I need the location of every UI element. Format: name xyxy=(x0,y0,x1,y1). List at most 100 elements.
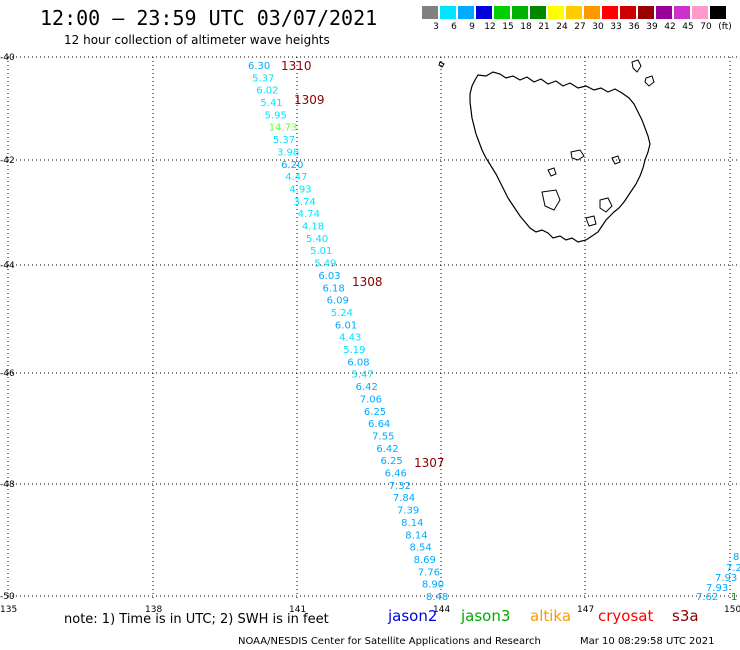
legend-swatch xyxy=(656,6,672,19)
longitude-label: 144 xyxy=(433,605,450,615)
wave-height-value: 7.84 xyxy=(393,493,415,504)
legend-label: 45 xyxy=(682,22,694,32)
island-outline xyxy=(631,59,642,73)
map-subtitle: 12 hour collection of altimeter wave hei… xyxy=(64,33,330,47)
island-outline xyxy=(599,197,613,213)
island-outline xyxy=(644,75,655,87)
satellite-jason3: jason3 xyxy=(461,607,511,625)
latitude-label: -40 xyxy=(0,53,15,63)
wave-height-value: 8.14 xyxy=(405,530,427,541)
longitude-label: 135 xyxy=(0,605,17,615)
pass-time-labels: 1310 1309 1308 1307 xyxy=(281,59,445,470)
legend-label: 6 xyxy=(451,22,457,32)
wave-height-value: 5.40 xyxy=(306,234,328,245)
island-outline xyxy=(570,149,585,161)
island-outline xyxy=(438,61,445,68)
wave-height-value: 7.2 xyxy=(726,563,740,574)
legend-label: 15 xyxy=(502,22,514,32)
latitude-label: -44 xyxy=(0,261,15,271)
legend-label: 70 xyxy=(700,22,712,32)
legend-swatch xyxy=(584,6,600,19)
wave-height-value: 6.25 xyxy=(364,407,386,418)
pass-time-label: 1309 xyxy=(294,93,325,107)
legend-label: 39 xyxy=(646,22,658,32)
wave-height-value: 8.90 xyxy=(422,580,444,591)
wave-height-value: 6.42 xyxy=(356,382,378,393)
latitude-labels: -40 -42 -44 -46 -48 -50 xyxy=(0,53,15,602)
legend-label: 30 xyxy=(592,22,604,32)
latitude-label: -50 xyxy=(0,592,15,602)
wave-height-value: 6.64 xyxy=(368,419,390,430)
island-outline xyxy=(541,189,561,211)
wave-height-value: 4.43 xyxy=(339,333,361,344)
legend-label: 36 xyxy=(628,22,640,32)
altimeter-track-right: 87.27.937.937.62 1 xyxy=(696,552,740,603)
wave-height-value: 4.47 xyxy=(285,172,307,183)
wave-height-value: 5.41 xyxy=(260,98,282,109)
legend-swatch xyxy=(422,6,438,19)
latitude-label: -46 xyxy=(0,369,15,379)
tasmania-coastline xyxy=(438,59,655,243)
legend-swatch xyxy=(440,6,456,19)
legend-swatch xyxy=(620,6,636,19)
wave-height-value: 5.95 xyxy=(265,110,287,121)
legend-swatch xyxy=(512,6,528,19)
wave-height-value: 5.24 xyxy=(331,308,353,319)
legend-label: 18 xyxy=(520,22,532,32)
wave-height-value: 14.73 xyxy=(269,123,298,134)
legend-label: 42 xyxy=(664,22,676,32)
satellite-jason2: jason2 xyxy=(388,607,438,625)
legend-swatch xyxy=(476,6,492,19)
legend-swatch xyxy=(458,6,474,19)
island-outline xyxy=(585,215,597,227)
satellite-altika: altika xyxy=(530,607,572,625)
latitude-label: -48 xyxy=(0,480,15,490)
pass-time-label: 1307 xyxy=(414,456,445,470)
wave-height-value: 4.74 xyxy=(298,209,320,220)
wave-height-value: 7.62 xyxy=(696,592,718,603)
latitude-label: -42 xyxy=(0,156,15,166)
wave-height-value: 7.76 xyxy=(418,567,440,578)
wave-height-value: 8.48 xyxy=(426,592,448,603)
longitude-label: 141 xyxy=(289,605,306,615)
wave-height-value: 4.18 xyxy=(302,222,324,233)
legend-swatch xyxy=(674,6,690,19)
legend-label: 24 xyxy=(556,22,568,32)
generation-timestamp: Mar 10 08:29:58 UTC 2021 xyxy=(580,636,715,647)
credit-line: NOAA/NESDIS Center for Satellite Applica… xyxy=(238,636,541,647)
legend-label: 21 xyxy=(538,22,550,32)
wave-height-value: 5.19 xyxy=(343,345,365,356)
legend-label: 9 xyxy=(469,22,475,32)
wave-height-value: 6.03 xyxy=(318,271,340,282)
wave-height-value: 8.14 xyxy=(401,518,423,529)
wave-height-value: 5.49 xyxy=(314,259,336,270)
wave-height-value: 5.37 xyxy=(273,135,295,146)
wave-height-value: 7.55 xyxy=(372,431,394,442)
wave-height-value: 8.54 xyxy=(409,543,431,554)
island-outline xyxy=(611,155,621,165)
tasmania-mainland xyxy=(469,71,651,243)
wave-height-value: 5.01 xyxy=(310,246,332,257)
wave-height-value: 1 xyxy=(731,592,737,603)
legend-swatch xyxy=(494,6,510,19)
wave-height-value: 6.09 xyxy=(327,296,349,307)
wave-height-value: 3.98 xyxy=(277,147,299,158)
wave-height-value: 6.46 xyxy=(385,469,407,480)
legend-label: 12 xyxy=(484,22,496,32)
pass-time-label: 1310 xyxy=(281,59,312,73)
legend-swatch xyxy=(638,6,654,19)
wave-height-value: 7.32 xyxy=(389,481,411,492)
wave-height-value: 5.37 xyxy=(252,73,274,84)
map-title: 12:00 – 23:59 UTC 03/07/2021 xyxy=(40,6,378,30)
wave-height-value: 6.18 xyxy=(323,283,345,294)
legend-swatch xyxy=(602,6,618,19)
wave-height-value: 8.69 xyxy=(414,555,436,566)
legend-label: 27 xyxy=(574,22,586,32)
wave-height-value: 6.08 xyxy=(347,357,369,368)
wave-height-value: 7.39 xyxy=(397,506,419,517)
legend-label: 33 xyxy=(610,22,622,32)
wave-height-value: 4.93 xyxy=(289,184,311,195)
legend-unit: (ft) xyxy=(718,22,732,32)
wave-height-value: 6.30 xyxy=(248,61,270,72)
wave-height-value: 6.25 xyxy=(380,456,402,467)
